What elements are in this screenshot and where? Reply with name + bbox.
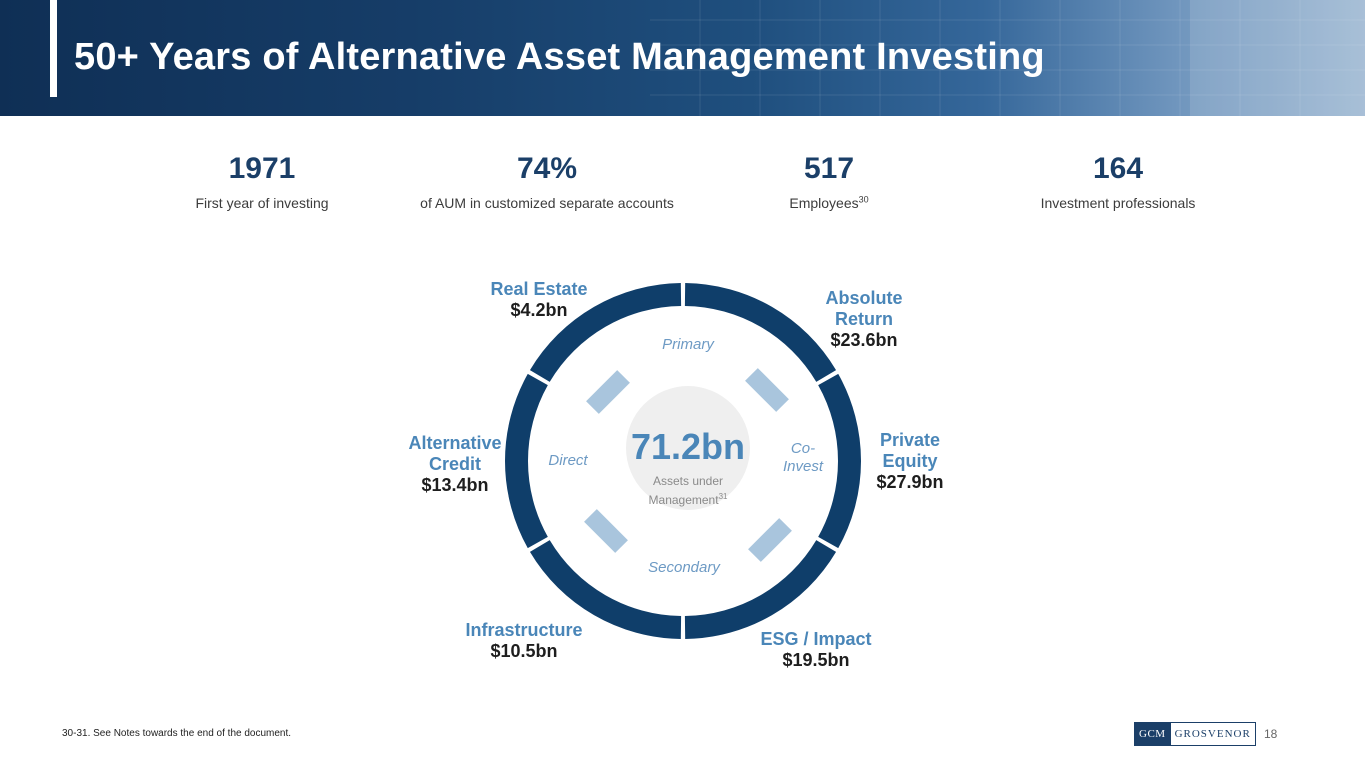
segment-name-line1: Alternative [408, 433, 502, 453]
stat-value: 164 [1092, 152, 1144, 185]
footnote-marker: 30 [858, 194, 869, 205]
segment-name-line1: Real Estate [490, 279, 588, 299]
stat-label: Employees30 [789, 194, 868, 212]
header-accent-bar [50, 0, 57, 97]
center-label-line1: Assets under [652, 474, 724, 488]
stat-aum-share: 74% of AUM in customized separate accoun… [420, 152, 674, 212]
segment-name-line1: Absolute [825, 288, 903, 308]
connector-primary-co-invest [745, 368, 789, 412]
stat-label: of AUM in customized separate accounts [420, 195, 674, 211]
header-banner: 50+ Years of Alternative Asset Managemen… [0, 0, 1365, 116]
ring-segment-infrastructure [529, 540, 682, 639]
building-background-graphic [650, 0, 1365, 116]
center-hub [626, 386, 750, 510]
page-title: 50+ Years of Alternative Asset Managemen… [74, 36, 1045, 78]
segment-name-line1: Infrastructure [465, 620, 583, 640]
inner-label-primary: Primary [662, 336, 714, 353]
ring-segment-private-equity [818, 373, 861, 549]
segment-label-alternative-credit: Alternative Credit $13.4bn [408, 433, 501, 496]
stat-label: First year of investing [195, 195, 329, 211]
co-invest-line2: Invest [782, 458, 824, 475]
segment-value: $4.2bn [510, 300, 568, 320]
segment-label-real-estate: Real Estate $4.2bn [490, 279, 587, 321]
logo-wordmark: GROSVENOR [1170, 722, 1256, 746]
company-logo: GCM GROSVENOR [1134, 722, 1256, 746]
stat-first-year: 1971 First year of investing [195, 152, 328, 212]
inner-label-secondary: Secondary [648, 559, 720, 576]
segment-label-private-equity: Private Equity $27.9bn [876, 430, 943, 493]
stat-value: 1971 [228, 152, 296, 185]
footnote-marker: 31 [718, 492, 728, 501]
stat-label: Investment professionals [1040, 195, 1196, 211]
segment-name-line1: Private [879, 430, 941, 450]
segment-name-line2: Return [834, 309, 893, 329]
ring-segment-alternative-credit [505, 373, 548, 549]
footnote: 30-31. See Notes towards the end of the … [62, 728, 292, 739]
stat-value: 74% [516, 152, 578, 185]
segment-label-infrastructure: Infrastructure $10.5bn [465, 620, 582, 662]
segment-label-absolute-return: Absolute Return $23.6bn [825, 288, 902, 351]
center-label-line2: Management [648, 493, 719, 507]
segment-value: $27.9bn [876, 472, 944, 492]
ring-segment-real-estate [529, 283, 682, 382]
stat-employees: 517 Employees30 [789, 152, 868, 212]
ring-segments [505, 283, 861, 639]
segment-name-line1: ESG / Impact [760, 629, 872, 649]
ring-segment-esg-impact [684, 540, 837, 639]
segment-value: $19.5bn [782, 650, 850, 670]
stat-investment-professionals: 164 Investment professionals [1041, 152, 1196, 212]
inner-label-direct: Direct [548, 452, 588, 469]
stat-label-text: Employees [789, 195, 859, 211]
page-number: 18 [1264, 727, 1278, 741]
connector-direct-secondary [584, 509, 628, 553]
segment-value: $13.4bn [421, 475, 489, 495]
segment-name-line2: Credit [428, 454, 482, 474]
ring-segment-absolute-return [684, 283, 837, 382]
co-invest-line1: Co- [790, 440, 816, 457]
connector-primary-direct [586, 370, 630, 414]
connector-group [584, 368, 792, 562]
connector-co-invest-secondary [748, 518, 792, 562]
segment-name-line2: Equity [882, 451, 938, 471]
total-aum-label: Assets under Management31 [649, 474, 728, 508]
segment-value: $10.5bn [490, 641, 558, 661]
segment-label-esg-impact: ESG / Impact $19.5bn [760, 629, 871, 671]
stat-value: 517 [803, 152, 855, 185]
inner-label-co-invest: Co- Invest [783, 440, 823, 476]
logo-mark: GCM [1134, 722, 1171, 746]
segment-value: $23.6bn [830, 330, 898, 350]
total-aum-value: 71.2bn [630, 426, 746, 467]
